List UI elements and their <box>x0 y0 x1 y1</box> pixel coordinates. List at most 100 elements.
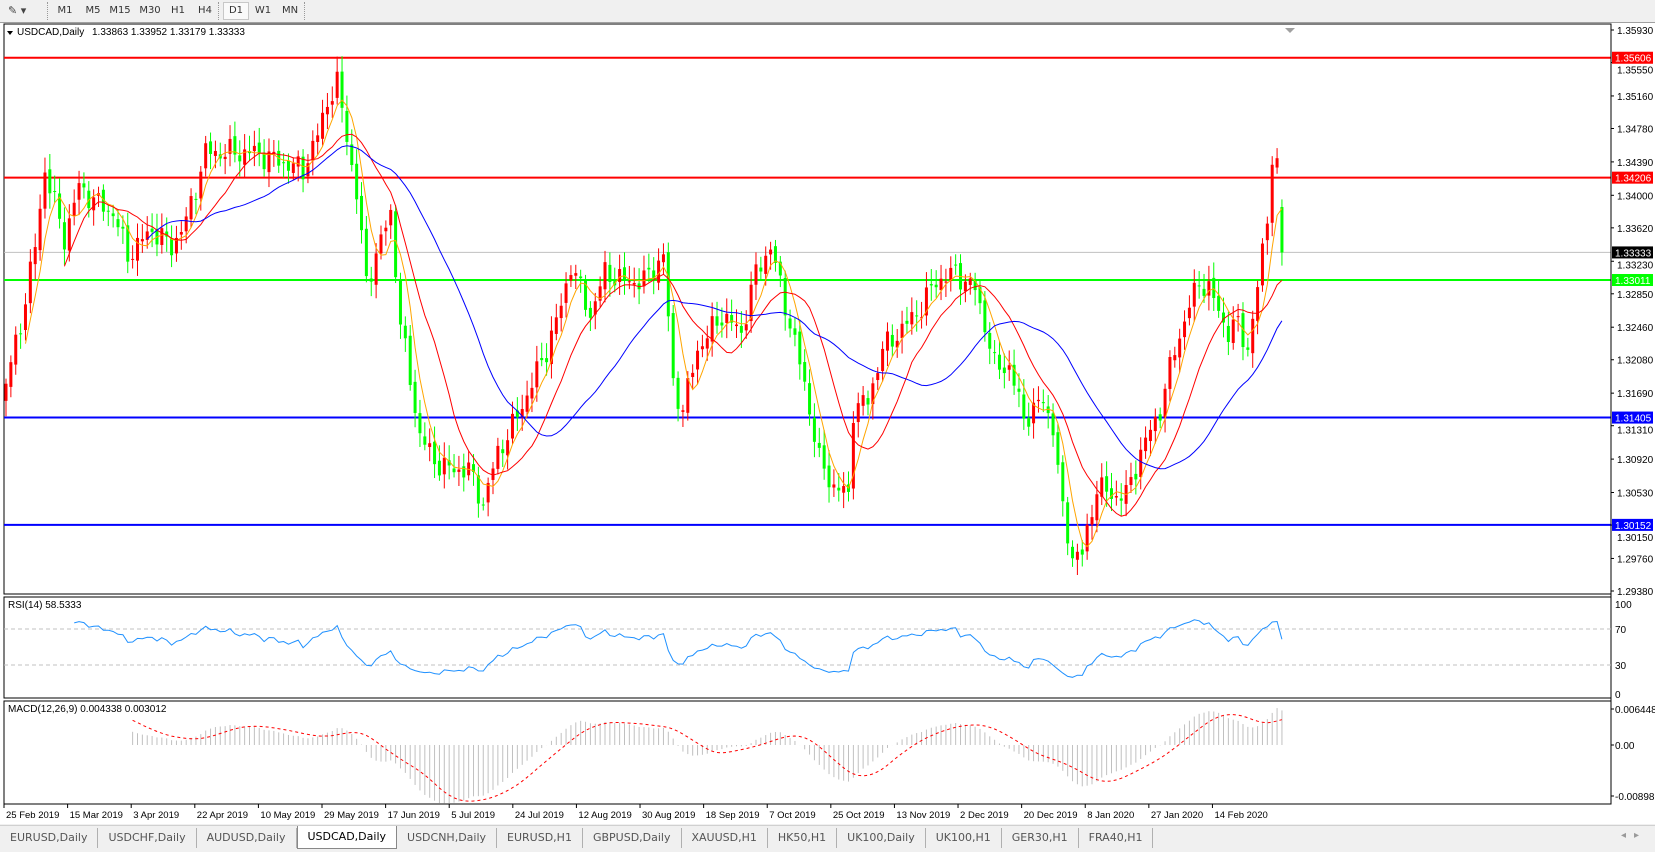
candle-body <box>457 469 461 472</box>
candle <box>730 299 734 331</box>
candle-body <box>1022 394 1026 419</box>
candle-body <box>1256 287 1260 321</box>
price-tick-label: 1.32460 <box>1617 323 1654 334</box>
chart-canvas[interactable]: 1.35930 1.35550 1.35160 1.34780 1.34390 1.340… <box>0 23 1655 824</box>
candle-body <box>233 136 237 155</box>
chart-tab[interactable]: UK100,H1 <box>926 828 1002 848</box>
candle-body <box>764 255 768 274</box>
chart-window[interactable]: 1.35930 1.35550 1.35160 1.34780 1.34390 1.340… <box>0 23 1655 824</box>
candle-body <box>204 143 208 169</box>
chart-tab[interactable]: USDCHF,Daily <box>98 828 197 848</box>
chart-tab[interactable]: FRA40,H1 <box>1079 828 1154 848</box>
rsi-pane <box>3 596 1612 699</box>
candle-body <box>1153 416 1157 432</box>
candle <box>442 442 446 489</box>
chart-tab[interactable]: USDCAD,Daily <box>296 826 398 849</box>
candle-body <box>189 196 193 220</box>
candle-body <box>67 218 71 251</box>
candle <box>856 392 860 438</box>
timeframe-button-mn[interactable]: MN <box>281 5 299 16</box>
candle <box>1212 262 1216 311</box>
candle <box>910 297 914 335</box>
timeframe-button-m15[interactable]: M15 <box>109 5 131 16</box>
chart-tabs: EURUSD,Daily USDCHF,Daily AUDUSD,Daily USDC… <box>0 825 1655 852</box>
chart-tab[interactable]: GBPUSD,Daily <box>583 828 682 848</box>
candle-body <box>963 281 967 292</box>
timeframe-button-h1[interactable]: H1 <box>171 5 185 16</box>
price-line-label-bg <box>1612 171 1653 184</box>
chart-tab[interactable]: AUDUSD,Daily <box>197 828 297 848</box>
candle-body <box>496 445 500 469</box>
candle <box>194 192 198 215</box>
candle-body <box>1163 388 1167 418</box>
toolbar-separator <box>47 2 49 20</box>
candle <box>632 267 636 298</box>
date-label: 17 Jun 2019 <box>388 810 440 821</box>
timeframe-button-m30[interactable]: M30 <box>139 5 161 16</box>
candle <box>1056 423 1060 474</box>
timeframe-button-m1[interactable]: M1 <box>57 5 73 16</box>
chart-tab[interactable]: UK100,Daily <box>837 828 926 848</box>
candle-body <box>340 71 344 108</box>
candle <box>759 256 763 281</box>
candle-body <box>135 237 139 261</box>
candle-body <box>1066 502 1070 544</box>
timeframe-button-w1[interactable]: W1 <box>254 5 272 16</box>
candle <box>340 56 344 123</box>
chart-tab[interactable]: EURUSD,Daily <box>0 828 99 848</box>
candle-body <box>1144 437 1148 452</box>
timeframe-button-d1[interactable]: D1 <box>223 2 249 20</box>
candle <box>1187 295 1191 326</box>
candle <box>803 349 807 391</box>
candle <box>749 271 753 333</box>
candle-body <box>408 335 412 385</box>
candle <box>866 390 870 416</box>
candle <box>900 310 904 354</box>
candle-body <box>793 328 797 335</box>
candle <box>822 429 826 480</box>
candle-body <box>43 172 47 209</box>
price-tick-label: 1.35160 <box>1617 92 1654 103</box>
tab-scroll-arrows[interactable]: ◂▸ <box>1620 830 1647 841</box>
candle <box>1061 455 1065 517</box>
candle-body <box>1202 288 1206 296</box>
candle <box>798 319 802 380</box>
candle-body <box>593 301 597 315</box>
candle-body <box>861 395 865 406</box>
candle-body <box>954 264 958 266</box>
candle-body <box>1061 462 1065 502</box>
candle <box>691 364 695 390</box>
candle <box>559 293 563 332</box>
timeframe-button-h4[interactable]: H4 <box>198 5 212 16</box>
chart-tab[interactable]: USDCNH,Daily <box>397 828 498 848</box>
chart-tab[interactable]: EURUSD,H1 <box>497 828 583 848</box>
candle <box>330 86 334 118</box>
timeframe-button-m5[interactable]: M5 <box>85 5 101 16</box>
chart-tab[interactable]: GER30,H1 <box>1002 828 1079 848</box>
chart-tab[interactable]: XAUUSD,H1 <box>682 828 768 848</box>
candle-body <box>111 213 115 217</box>
candle <box>1207 265 1211 311</box>
candle <box>262 139 266 177</box>
candle <box>1139 437 1143 490</box>
candle <box>252 130 256 167</box>
price-line-label-bg <box>1612 274 1653 287</box>
candle <box>681 404 685 427</box>
rsi-axis-label: 100 <box>1615 600 1632 611</box>
candle <box>28 249 32 314</box>
candle-body <box>705 338 709 349</box>
candle <box>413 369 417 428</box>
candle-body <box>1251 318 1255 354</box>
candle <box>622 252 626 295</box>
candle-body <box>686 378 690 413</box>
candle-body <box>910 312 914 325</box>
candle <box>1173 346 1177 368</box>
candle <box>135 223 139 276</box>
candle-body <box>442 457 446 475</box>
candle-body <box>905 320 909 324</box>
line-studies-icon[interactable]: ✎ ▾ <box>8 4 27 17</box>
candle-body <box>311 140 315 161</box>
chart-tab[interactable]: HK50,H1 <box>768 828 838 848</box>
price-tick-label: 1.34000 <box>1617 191 1654 202</box>
candle-body <box>437 460 441 476</box>
